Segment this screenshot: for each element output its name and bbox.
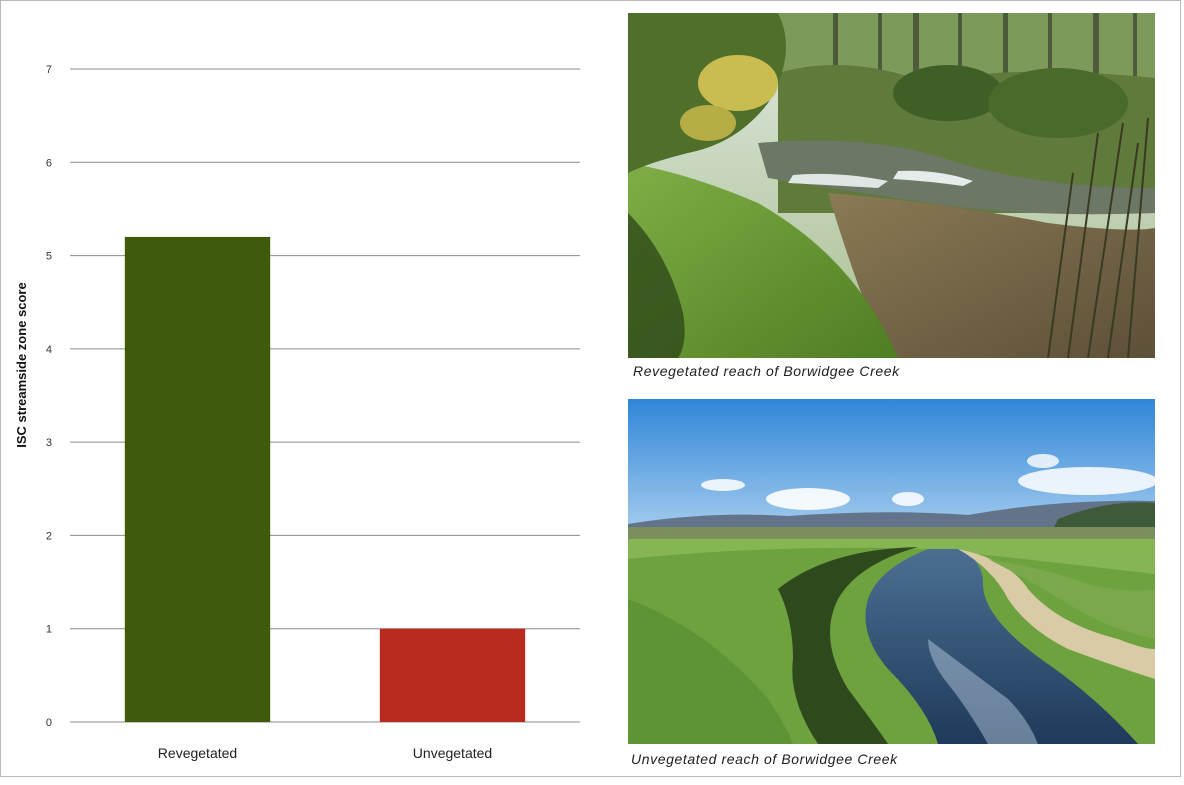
y-tick-label: 4 (46, 344, 52, 356)
y-tick-labels: 0 1 2 3 4 5 6 7 (46, 64, 52, 729)
x-category-labels: Revegetated Unvegetated (158, 745, 492, 761)
y-tick-label: 7 (46, 64, 52, 76)
y-tick-label: 5 (46, 251, 52, 263)
bars (124, 236, 526, 722)
y-tick-label: 1 (46, 624, 52, 636)
revegetated-creek-photo (628, 13, 1155, 358)
revegetated-photo-caption: Revegetated reach of Borwidgee Creek (633, 363, 900, 379)
y-axis-label: ISC streamside zone score (14, 282, 29, 447)
y-tick-label: 6 (46, 157, 52, 169)
bar-chart: 0 1 2 3 4 5 6 7 Revegetated Unvegetated ISC stre… (14, 64, 580, 761)
bar-revegetated (124, 236, 271, 722)
bar-chart-svg: 0 1 2 3 4 5 6 7 Revegetated Unvegetated ISC stre… (14, 64, 580, 761)
y-tick-label: 2 (46, 530, 52, 542)
unvegetated-creek-photo (628, 399, 1155, 744)
x-category-label: Revegetated (158, 745, 237, 761)
x-category-label: Unvegetated (413, 745, 492, 761)
bar-unvegetated (379, 628, 526, 722)
unvegetated-photo-caption: Unvegetated reach of Borwidgee Creek (631, 751, 898, 767)
y-tick-label: 3 (46, 437, 52, 449)
y-tick-label: 0 (46, 717, 52, 729)
